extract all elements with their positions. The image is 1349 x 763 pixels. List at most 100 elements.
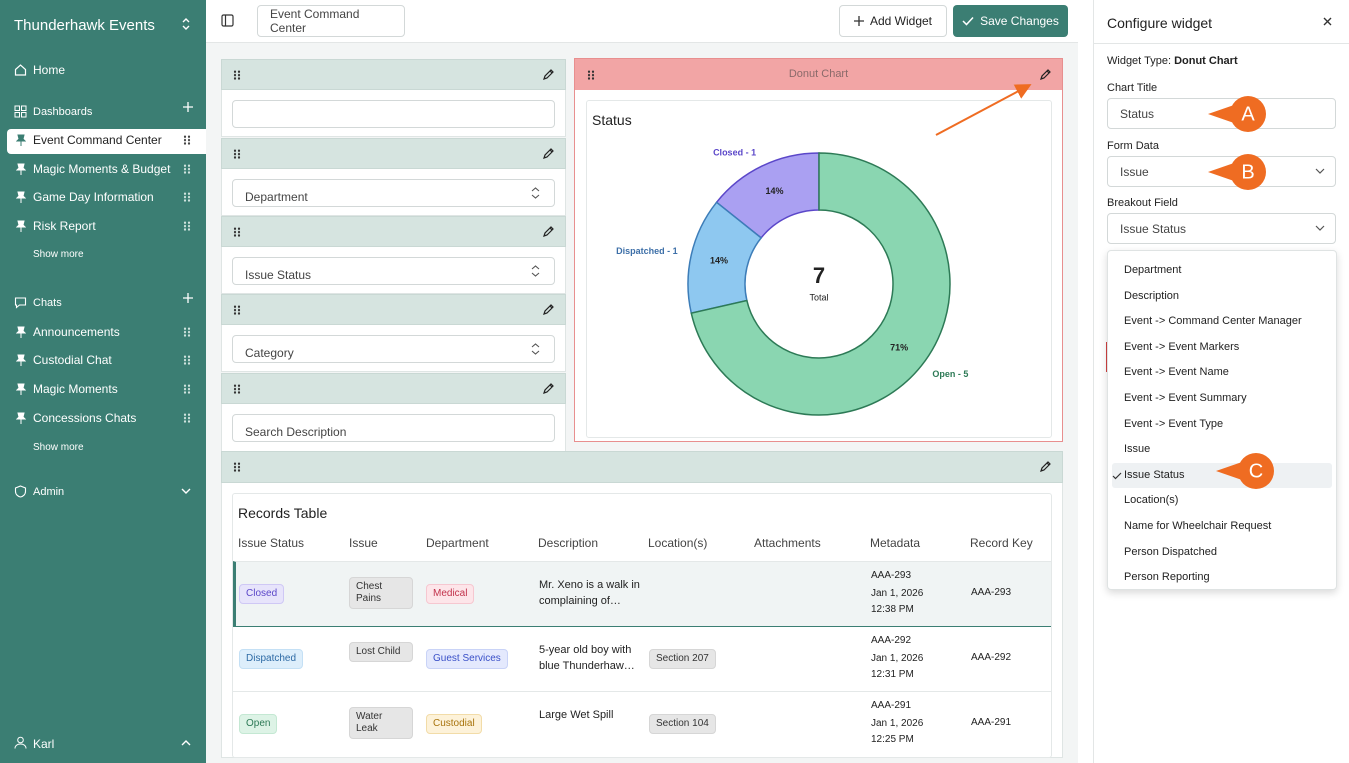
dropdown-option[interactable]: Issue Status <box>1124 468 1185 481</box>
chats-icon <box>14 297 27 309</box>
button-label: Add Widget <box>869 14 933 28</box>
add-dashboard[interactable] <box>183 102 193 112</box>
department-badge: Custodial <box>426 714 482 734</box>
column-header[interactable]: Issue <box>349 536 378 550</box>
metadata-line: Jan 1, 2026 <box>871 588 924 599</box>
filter-input[interactable]: Department <box>232 179 555 207</box>
user-menu[interactable] <box>181 739 191 747</box>
panel-title: Configure widget <box>1107 15 1213 31</box>
drag-handle[interactable] <box>233 462 241 472</box>
show-more[interactable]: Show more <box>33 249 84 260</box>
issue-badge: Lost Child <box>349 642 413 662</box>
home-link[interactable]: Home <box>33 63 66 77</box>
description: Large Wet Spill <box>539 709 614 721</box>
nav-item[interactable]: Custodial Chat <box>33 353 112 367</box>
widget-type-value: Donut Chart <box>1174 55 1238 67</box>
column-header[interactable]: Attachments <box>754 536 821 550</box>
widget-header <box>221 138 566 169</box>
drag-handle[interactable] <box>233 384 241 394</box>
form-data-select[interactable]: Issue <box>1107 156 1336 187</box>
save-changes-button[interactable]: Save Changes <box>953 5 1068 37</box>
drag-handle[interactable] <box>183 192 191 202</box>
dropdown-option[interactable]: Person Dispatched <box>1124 545 1217 558</box>
drag-handle[interactable] <box>183 135 191 145</box>
nav-item[interactable]: Magic Moments & Budget <box>33 162 171 176</box>
column-header[interactable]: Record Key <box>970 536 1033 550</box>
column-header[interactable]: Department <box>426 536 489 550</box>
breakout-field-select[interactable]: Issue Status <box>1107 213 1336 244</box>
show-more[interactable]: Show more <box>33 442 84 453</box>
chevron <box>1315 225 1325 231</box>
drag-handle[interactable] <box>183 355 191 365</box>
drag-handle[interactable] <box>233 227 241 237</box>
chevron <box>1315 168 1325 174</box>
drag-handle[interactable] <box>183 327 191 337</box>
dropdown-option[interactable]: Description <box>1124 289 1180 302</box>
dropdown-option[interactable]: Department <box>1124 264 1182 276</box>
filter-input[interactable]: Issue Status <box>232 257 555 285</box>
pin-shape <box>16 191 26 203</box>
dropdown-option[interactable]: Event -> Event Summary <box>1124 392 1247 404</box>
nav-item[interactable]: Game Day Information <box>33 190 154 204</box>
filter-input[interactable]: Category <box>232 335 555 363</box>
chart-title-input[interactable]: Status <box>1107 98 1336 129</box>
add-widget-button[interactable]: Add Widget <box>839 5 947 37</box>
nav-item[interactable]: Magic Moments <box>33 382 118 396</box>
widget-header <box>221 373 566 404</box>
dropdown-option[interactable]: Location(s) <box>1124 494 1179 507</box>
column-header[interactable]: Issue Status <box>238 536 305 550</box>
dropdown-option[interactable]: Event -> Event Type <box>1124 417 1224 430</box>
metadata-line: 12:31 PM <box>871 669 914 680</box>
close-panel[interactable] <box>1323 17 1332 26</box>
drag-handle[interactable] <box>587 70 595 80</box>
drag-handle[interactable] <box>183 413 191 423</box>
select-chevron <box>531 343 540 355</box>
admin-link[interactable]: Admin <box>33 486 65 498</box>
filter-input[interactable]: Search Description <box>232 414 555 442</box>
dropdown-option[interactable]: Person Reporting <box>1124 571 1210 584</box>
dashboard-name-input[interactable]: Event Command Center <box>257 5 405 37</box>
admin-expand[interactable] <box>181 487 191 495</box>
nav-item[interactable]: Event Command Center <box>33 133 162 147</box>
chevron <box>531 187 540 199</box>
brand-switcher[interactable] <box>181 17 191 31</box>
add-chat[interactable] <box>183 293 193 303</box>
metadata-line: AAA-293 <box>871 570 912 581</box>
pin-shape <box>16 134 26 146</box>
drag-handle[interactable] <box>183 164 191 174</box>
pin-icon <box>16 220 26 232</box>
nav-item[interactable]: Concessions Chats <box>33 411 137 425</box>
dropdown-option[interactable]: Event -> Command Center Manager <box>1124 315 1302 328</box>
chevron <box>531 343 540 355</box>
drag-handle[interactable] <box>233 70 241 80</box>
pin-icon <box>16 383 26 395</box>
drag-handle[interactable] <box>233 305 241 315</box>
dropdown-option[interactable]: Event -> Event Markers <box>1124 340 1240 353</box>
widget-header-selected <box>575 59 1062 90</box>
column-header[interactable]: Description <box>538 536 599 550</box>
dropdown-option[interactable]: Event -> Event Name <box>1124 366 1229 379</box>
drag-handle[interactable] <box>183 221 191 231</box>
drag-handle[interactable] <box>183 384 191 394</box>
toggle-sidebar[interactable] <box>221 14 234 27</box>
dropdown-option[interactable]: Issue <box>1124 443 1151 456</box>
column-header[interactable]: Metadata <box>870 536 921 550</box>
column-header[interactable]: Location(s) <box>648 536 708 550</box>
table-row[interactable] <box>233 626 1051 691</box>
nav-item[interactable]: Announcements <box>33 325 120 339</box>
user-icon <box>14 736 27 749</box>
metadata-line: AAA-291 <box>871 700 912 711</box>
filter-input[interactable] <box>232 100 555 128</box>
user-name[interactable]: Karl <box>33 737 55 751</box>
dropdown-option[interactable]: Name for Wheelchair Request <box>1124 520 1272 532</box>
table-row[interactable] <box>233 691 1051 756</box>
metadata-line: 12:25 PM <box>871 734 914 745</box>
record-key: AAA-292 <box>971 652 1012 663</box>
brand: Thunderhawk Events <box>14 17 155 34</box>
metadata-line: Jan 1, 2026 <box>871 718 924 729</box>
drag-handle[interactable] <box>233 149 241 159</box>
nav-item[interactable]: Risk Report <box>33 219 96 233</box>
widget-type: Widget Type: Donut Chart <box>1107 55 1238 67</box>
